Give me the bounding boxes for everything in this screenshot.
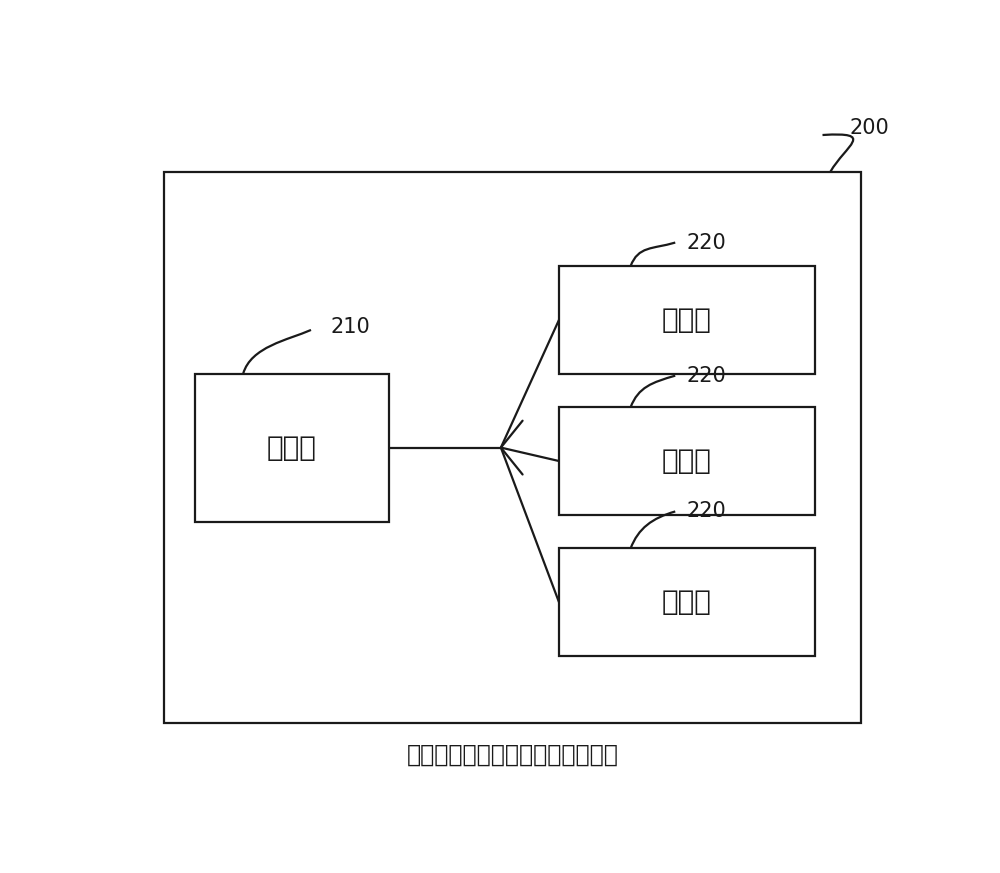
Bar — [164, 172, 861, 723]
Text: 客户端: 客户端 — [662, 306, 712, 333]
Text: 客户端: 客户端 — [662, 447, 712, 475]
Text: 电子设备地理位置变更的检测系统: 电子设备地理位置变更的检测系统 — [407, 743, 618, 766]
Bar — [559, 266, 815, 374]
Bar — [195, 374, 388, 521]
Bar — [559, 548, 815, 656]
Text: 客户端: 客户端 — [662, 588, 712, 616]
Bar — [559, 407, 815, 515]
Text: 服务器: 服务器 — [267, 434, 317, 462]
Text: 220: 220 — [687, 232, 727, 252]
Text: 220: 220 — [687, 366, 727, 386]
Text: 200: 200 — [850, 118, 889, 138]
Text: 220: 220 — [687, 501, 727, 521]
Text: 210: 210 — [330, 317, 370, 337]
